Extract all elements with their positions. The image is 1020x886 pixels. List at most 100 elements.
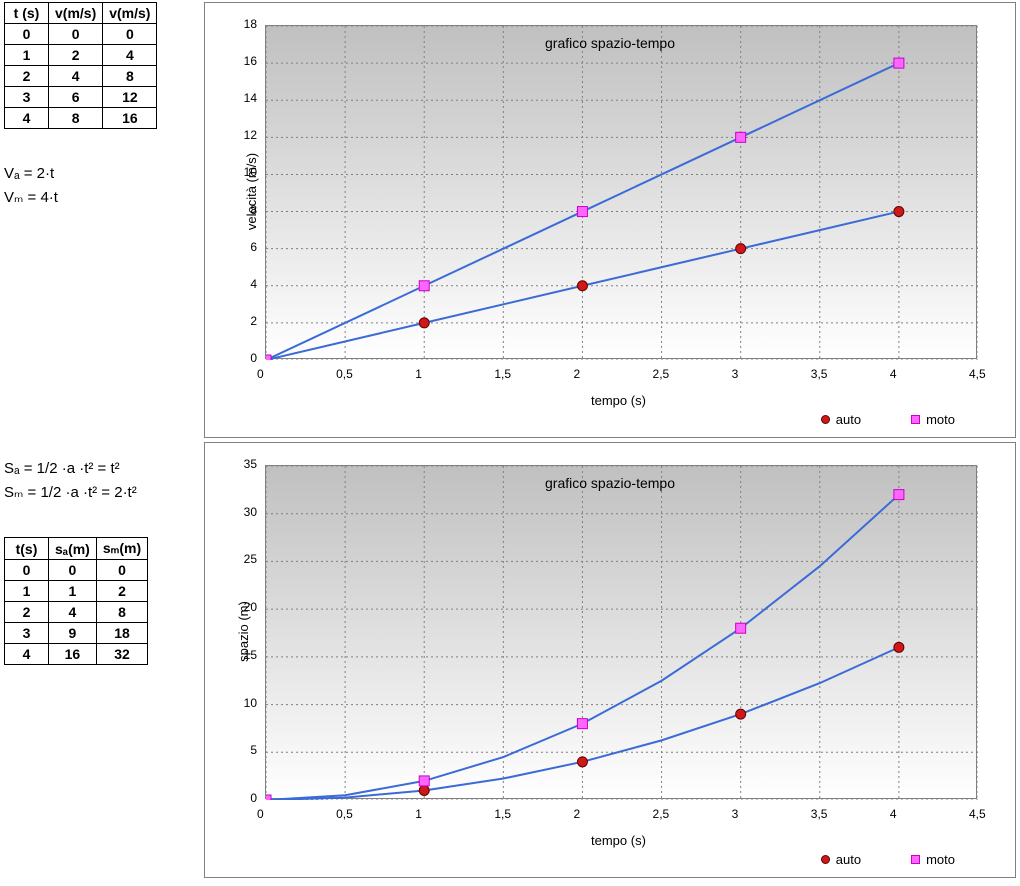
x-tick-label: 3 [732,807,739,821]
x-axis-label: tempo (s) [591,393,646,408]
data-point-auto [577,281,587,291]
chart-title: grafico spazio-tempo [545,475,675,491]
y-axis-label: velocità (m/s) [244,153,259,230]
x-axis-label: tempo (s) [591,833,646,848]
x-tick-label: 4,5 [969,807,986,821]
square-marker-icon [911,415,920,424]
data-point-auto [419,785,429,795]
x-tick-label: 3,5 [811,807,828,821]
y-tick-label: 2 [250,314,257,328]
y-tick-label: 10 [244,165,257,179]
col-header: sₘ(m) [96,538,147,560]
legend-item-moto: moto [911,852,955,867]
square-marker-icon [911,855,920,864]
x-tick-label: 2 [573,807,580,821]
page-layout: t (s) v(m/s) v(m/s) 000 124 248 3612 481… [0,0,1020,880]
table-row: 4816 [5,108,157,129]
legend-item-auto: auto [821,852,861,867]
data-point-auto [894,642,904,652]
plot-area [265,25,977,359]
data-point-moto [266,355,271,360]
data-point-moto [577,207,587,217]
legend-label: moto [926,852,955,867]
x-tick-label: 4 [890,807,897,821]
x-tick-label: 4 [890,367,897,381]
data-point-moto [736,623,746,633]
table-row: 3918 [5,623,148,644]
chart-legend: auto moto [821,412,955,427]
plot-area [265,465,977,799]
y-tick-label: 35 [244,457,257,471]
formula-vm: Vₘ = 4·t [4,188,198,206]
data-point-moto [894,58,904,68]
x-tick-label: 0 [257,367,264,381]
col-header: t (s) [5,3,49,24]
col-header: sₐ(m) [49,538,97,560]
table-row: 000 [5,24,157,45]
space-table: t(s) sₐ(m) sₘ(m) 000 112 248 3918 41632 [4,537,148,665]
x-tick-label: 4,5 [969,367,986,381]
formula-sa: Sₐ = 1/2 ·a ·t² = t² [4,460,198,477]
col-header: v(m/s) [49,3,103,24]
circle-marker-icon [821,855,830,864]
x-tick-label: 3,5 [811,367,828,381]
data-point-auto [577,757,587,767]
y-tick-label: 25 [244,552,257,566]
y-tick-label: 6 [250,240,257,254]
x-tick-label: 0,5 [336,807,353,821]
y-tick-label: 4 [250,277,257,291]
table-row: 000 [5,560,148,581]
data-point-moto [266,795,271,800]
y-tick-label: 18 [244,17,257,31]
table-row: 248 [5,66,157,87]
velocity-table: t (s) v(m/s) v(m/s) 000 124 248 3612 481… [4,2,157,129]
legend-label: auto [836,852,861,867]
velocity-chart: grafico spazio-tempovelocità (m/s)tempo … [204,2,1016,438]
data-point-auto [736,709,746,719]
y-tick-label: 20 [244,600,257,614]
y-tick-label: 8 [250,203,257,217]
x-tick-label: 1,5 [494,367,511,381]
x-tick-label: 1,5 [494,807,511,821]
data-point-moto [419,281,429,291]
x-tick-label: 0 [257,807,264,821]
table-row: 124 [5,45,157,66]
y-tick-label: 12 [244,128,257,142]
circle-marker-icon [821,415,830,424]
legend-label: moto [926,412,955,427]
x-tick-label: 3 [732,367,739,381]
x-tick-label: 1 [415,367,422,381]
y-tick-label: 15 [244,648,257,662]
legend-label: auto [836,412,861,427]
left-panel-bottom: Sₐ = 1/2 ·a ·t² = t² Sₘ = 1/2 ·a ·t² = 2… [0,440,202,880]
data-point-auto [419,318,429,328]
data-point-moto [577,719,587,729]
x-tick-label: 2,5 [653,367,670,381]
table-row: 41632 [5,644,148,665]
x-tick-label: 2 [573,367,580,381]
chart-legend: auto moto [821,852,955,867]
y-tick-label: 10 [244,696,257,710]
formula-va: Vₐ = 2·t [4,165,198,182]
table-row: 112 [5,581,148,602]
x-tick-label: 1 [415,807,422,821]
y-tick-label: 5 [250,743,257,757]
data-point-auto [894,207,904,217]
y-tick-label: 16 [244,54,257,68]
table-row: t(s) sₐ(m) sₘ(m) [5,538,148,560]
data-point-moto [419,776,429,786]
left-panel-top: t (s) v(m/s) v(m/s) 000 124 248 3612 481… [0,0,202,440]
col-header: v(m/s) [103,3,157,24]
data-point-moto [894,490,904,500]
y-tick-label: 0 [250,351,257,365]
space-chart: grafico spazio-tempospazio (m)tempo (s)0… [204,442,1016,878]
col-header: t(s) [5,538,49,560]
data-point-auto [736,244,746,254]
formula-sm: Sₘ = 1/2 ·a ·t² = 2·t² [4,483,198,501]
legend-item-auto: auto [821,412,861,427]
data-point-moto [736,132,746,142]
table-row: 248 [5,602,148,623]
x-tick-label: 2,5 [653,807,670,821]
table-row: 3612 [5,87,157,108]
x-tick-label: 0,5 [336,367,353,381]
